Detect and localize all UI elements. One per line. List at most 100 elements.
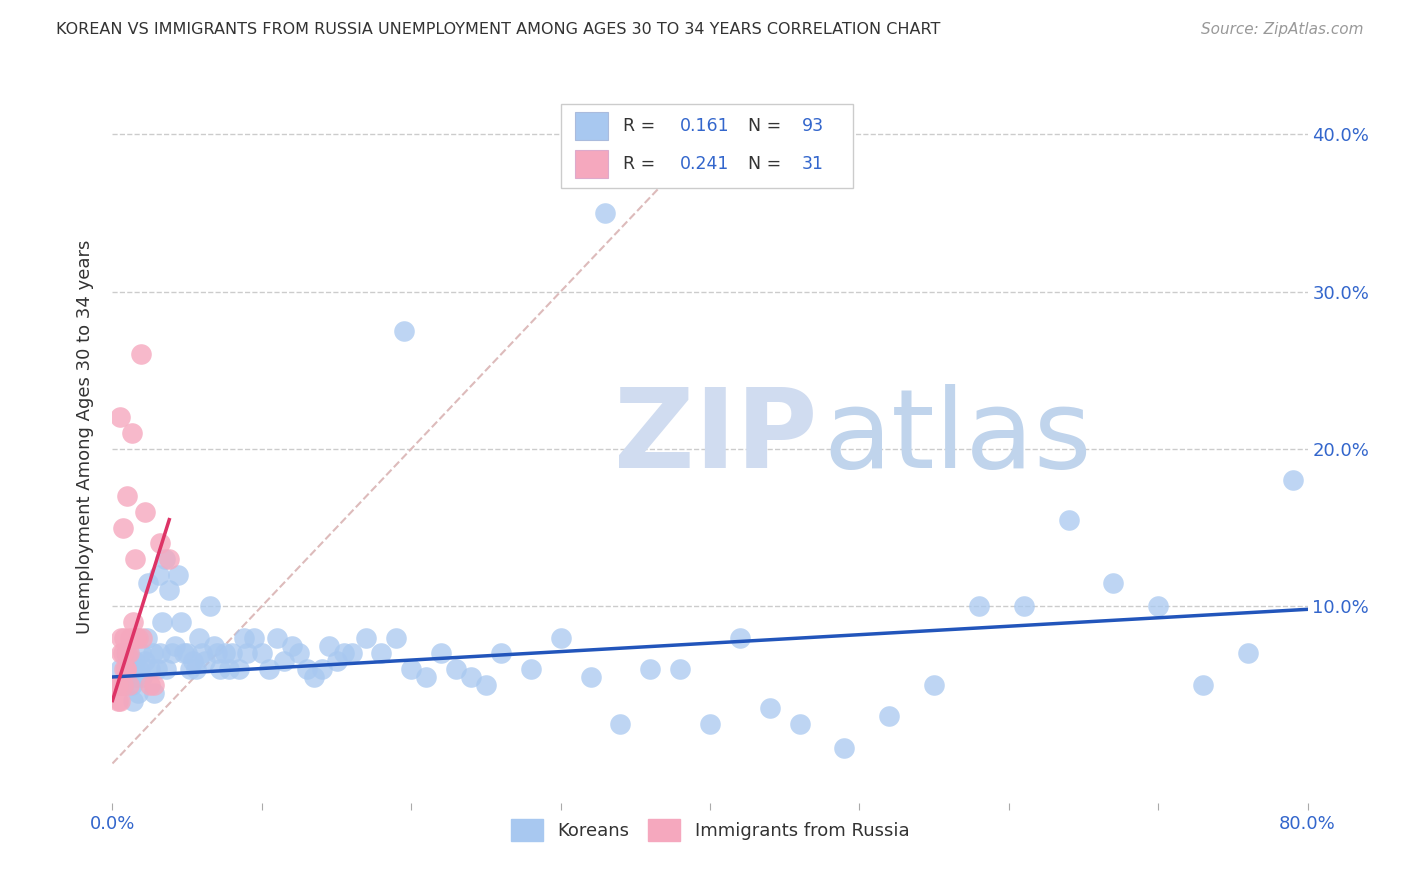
Point bbox=[111, 646, 134, 660]
Point bbox=[128, 662, 150, 676]
Point bbox=[134, 654, 156, 668]
Point bbox=[143, 686, 166, 700]
Point bbox=[228, 662, 250, 676]
Point bbox=[489, 646, 512, 660]
Point bbox=[127, 686, 149, 700]
Point bbox=[273, 654, 295, 668]
Point bbox=[125, 670, 148, 684]
Point bbox=[243, 631, 266, 645]
Point bbox=[550, 631, 572, 645]
Point bbox=[669, 662, 692, 676]
Point bbox=[186, 662, 208, 676]
Point bbox=[922, 678, 945, 692]
Point bbox=[188, 631, 211, 645]
Point bbox=[150, 615, 173, 629]
Point bbox=[1237, 646, 1260, 660]
Point bbox=[124, 654, 146, 668]
Point bbox=[115, 662, 138, 676]
Point bbox=[236, 646, 259, 660]
Point bbox=[105, 678, 128, 692]
Text: KOREAN VS IMMIGRANTS FROM RUSSIA UNEMPLOYMENT AMONG AGES 30 TO 34 YEARS CORRELAT: KOREAN VS IMMIGRANTS FROM RUSSIA UNEMPLO… bbox=[56, 22, 941, 37]
Point bbox=[155, 662, 177, 676]
Point bbox=[385, 631, 408, 645]
Point bbox=[165, 639, 187, 653]
Point bbox=[157, 583, 180, 598]
Text: atlas: atlas bbox=[824, 384, 1092, 491]
Point bbox=[288, 646, 311, 660]
Point bbox=[699, 717, 721, 731]
Point bbox=[167, 567, 190, 582]
Point bbox=[520, 662, 543, 676]
Point bbox=[170, 615, 193, 629]
Point bbox=[640, 662, 662, 676]
Point bbox=[194, 654, 217, 668]
Point bbox=[311, 662, 333, 676]
Point bbox=[259, 662, 281, 676]
Point bbox=[281, 639, 304, 653]
Point bbox=[122, 693, 145, 707]
Point bbox=[142, 646, 165, 660]
Point bbox=[139, 678, 162, 692]
Text: R =: R = bbox=[623, 117, 661, 136]
Point bbox=[121, 678, 143, 692]
Point bbox=[609, 717, 631, 731]
Point bbox=[370, 646, 392, 660]
Point bbox=[134, 505, 156, 519]
Point bbox=[122, 615, 145, 629]
Point bbox=[879, 709, 901, 723]
Point bbox=[146, 662, 169, 676]
Point bbox=[117, 646, 139, 660]
Point bbox=[1147, 599, 1170, 614]
Point bbox=[176, 646, 198, 660]
Point bbox=[759, 701, 782, 715]
Point bbox=[1281, 473, 1303, 487]
Point bbox=[108, 410, 131, 425]
Point bbox=[121, 426, 143, 441]
Point bbox=[124, 552, 146, 566]
Point bbox=[444, 662, 467, 676]
Point bbox=[340, 646, 363, 660]
Point bbox=[125, 631, 148, 645]
Point bbox=[135, 631, 157, 645]
Point bbox=[233, 631, 256, 645]
Point bbox=[325, 654, 347, 668]
Point bbox=[221, 646, 243, 660]
Point bbox=[108, 693, 131, 707]
Point bbox=[579, 670, 602, 684]
Point bbox=[110, 631, 132, 645]
Point bbox=[834, 740, 856, 755]
Point bbox=[114, 662, 135, 676]
Point bbox=[475, 678, 498, 692]
Point bbox=[392, 324, 415, 338]
FancyBboxPatch shape bbox=[575, 151, 609, 178]
Point bbox=[318, 639, 340, 653]
Point bbox=[111, 678, 134, 692]
Point bbox=[967, 599, 990, 614]
Text: N =: N = bbox=[748, 155, 787, 173]
Point bbox=[107, 678, 129, 692]
Point bbox=[131, 670, 153, 684]
Point bbox=[111, 520, 134, 534]
Point bbox=[149, 646, 172, 660]
Text: 31: 31 bbox=[801, 155, 824, 173]
Point bbox=[139, 662, 162, 676]
Point bbox=[117, 489, 139, 503]
Point bbox=[789, 717, 811, 731]
Point bbox=[179, 662, 201, 676]
Point bbox=[333, 646, 356, 660]
Point bbox=[173, 646, 195, 660]
Point bbox=[111, 678, 134, 692]
Text: ZIP: ZIP bbox=[614, 384, 818, 491]
Point bbox=[1012, 599, 1035, 614]
Text: 93: 93 bbox=[801, 117, 824, 136]
Point bbox=[250, 646, 273, 660]
Legend: Koreans, Immigrants from Russia: Koreans, Immigrants from Russia bbox=[503, 812, 917, 848]
Point bbox=[205, 646, 228, 660]
Point bbox=[415, 670, 437, 684]
Point bbox=[1102, 575, 1125, 590]
Point bbox=[118, 646, 141, 660]
Point bbox=[157, 552, 180, 566]
Point bbox=[202, 639, 225, 653]
Point bbox=[191, 646, 214, 660]
Point bbox=[107, 693, 129, 707]
